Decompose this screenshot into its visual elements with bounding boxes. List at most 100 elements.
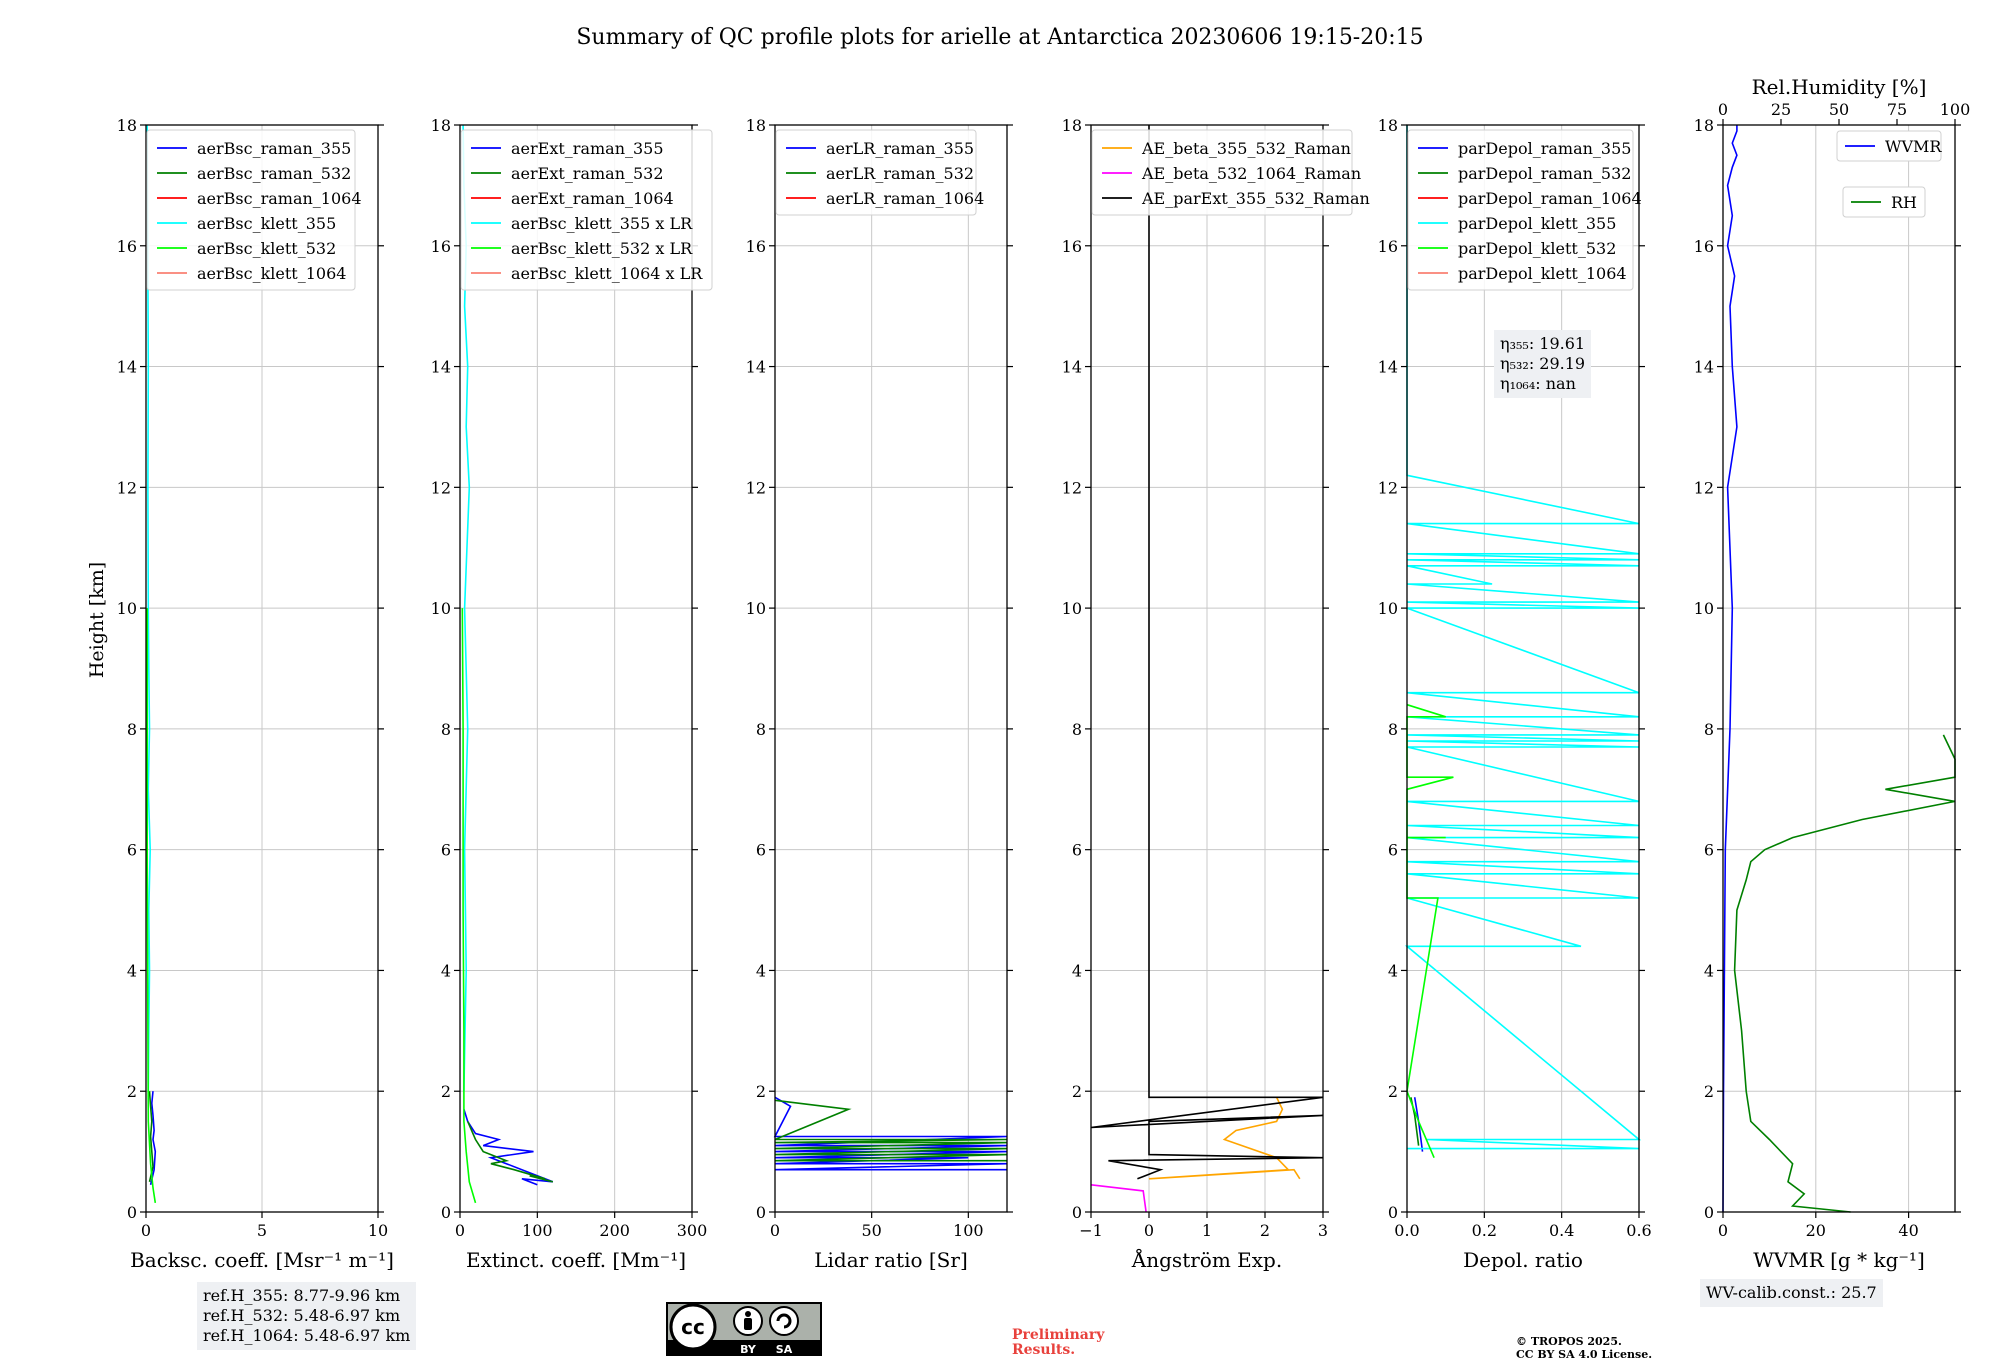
y-tick-label: 10 (1378, 599, 1398, 618)
y-tick-label: 6 (1704, 841, 1714, 860)
x-axis-label: Lidar ratio [Sr] (814, 1248, 968, 1272)
y-axis-label: Height [km] (86, 562, 108, 678)
x-tick-label: 3 (1318, 1221, 1328, 1240)
axes-frame (774, 124, 1008, 1213)
y-tick-label: 4 (127, 961, 137, 980)
y-tick-label: 0 (1388, 1203, 1398, 1222)
y-tick-label: 2 (1388, 1082, 1398, 1101)
y-tick-label: 2 (1072, 1082, 1082, 1101)
axes-frame (1722, 124, 1956, 1213)
preliminary-line-1: Preliminary (1012, 1327, 1105, 1343)
y-tick-label: 6 (127, 841, 137, 860)
top-x-tick-label: 100 (1940, 100, 1971, 119)
x-tick-label: 40 (1898, 1221, 1918, 1240)
x-tick-label: 0.2 (1472, 1221, 1497, 1240)
figure-title: Summary of QC profile plots for arielle … (576, 25, 1423, 50)
x-axis-label: Ångström Exp. (1131, 1247, 1282, 1272)
y-tick-label: 16 (746, 237, 766, 256)
series-line-aerBsc_klett_532 x LR (461, 608, 477, 1204)
y-tick-label: 2 (441, 1082, 451, 1101)
series-line-aerLR_raman_355 (773, 1096, 1008, 1171)
sa-icon-arrow (776, 1313, 792, 1329)
y-tick-label: 10 (431, 599, 451, 618)
y-tick-label: 10 (117, 599, 137, 618)
reference-height-box: ref.H_355: 8.77-9.96 km ref.H_532: 5.48-… (197, 1282, 417, 1350)
y-tick-label: 0 (441, 1203, 451, 1222)
legend-label: aerBsc_klett_532 x LR (511, 239, 693, 258)
x-tick-label: 50 (861, 1221, 881, 1240)
by-label: BY (740, 1343, 757, 1356)
y-tick-label: 12 (1694, 478, 1714, 497)
y-tick-label: 16 (117, 237, 137, 256)
series-line-AE_beta_355_532_Raman (1148, 1096, 1301, 1180)
axes-frame (459, 124, 693, 1213)
sa-share-alike-icon (769, 1306, 799, 1336)
y-tick-label: 8 (1388, 720, 1398, 739)
x-tick-label: 0.4 (1549, 1221, 1574, 1240)
y-tick-label: 14 (1694, 358, 1714, 377)
x-tick-label: −1 (1079, 1221, 1103, 1240)
top-x-tick-label: 50 (1829, 100, 1849, 119)
wv-calibration-box: WV-calib.const.: 25.7 (1700, 1279, 1883, 1307)
y-tick-label: 4 (441, 961, 451, 980)
y-tick-label: 12 (746, 478, 766, 497)
legend-label: aerBsc_raman_532 (197, 164, 351, 183)
legend-label: parDepol_raman_532 (1458, 164, 1631, 183)
series-line-parDepol_klett_355 (1404, 125, 1642, 1150)
series-line-aerBsc_klett_355 (146, 124, 152, 1092)
series-line-WVMR (1722, 125, 1738, 1213)
y-tick-label: 10 (1062, 599, 1082, 618)
y-tick-label: 4 (1072, 961, 1082, 980)
cc-by-sa-license-badge[interactable]: cc BY SA (666, 1302, 822, 1356)
legend-box (460, 129, 713, 291)
legend-label: aerBsc_raman_1064 (197, 189, 362, 208)
legend-box (1407, 129, 1634, 291)
y-tick-label: 14 (117, 358, 137, 377)
x-tick-label: 100 (522, 1221, 553, 1240)
y-tick-label: 0 (1704, 1203, 1714, 1222)
panel-bsc: 0 2 4 6 8 10 12 14 16 18 0 5 10 Backsc. coeff. [Msr⁻¹… (117, 116, 394, 1272)
series-line-aerBsc_raman_355 (149, 1091, 157, 1185)
y-tick-label: 12 (1062, 478, 1082, 497)
legend-box (1091, 129, 1353, 216)
x-tick-label: 0 (455, 1221, 465, 1240)
y-tick-label: 8 (756, 720, 766, 739)
y-tick-label: 0 (756, 1203, 766, 1222)
legend-RH: RH (1842, 186, 1926, 218)
y-tick-label: 14 (1378, 358, 1398, 377)
x-tick-label: 300 (677, 1221, 708, 1240)
legend-label: aerBsc_klett_1064 (197, 264, 346, 283)
copyright-line-1: © TROPOS 2025. (1516, 1335, 1622, 1348)
y-tick-label: 2 (756, 1082, 766, 1101)
preliminary-line-2: Results. (1012, 1342, 1076, 1358)
series-line-aerBsc_klett_532 (146, 608, 157, 1204)
legend-label: aerLR_raman_355 (826, 139, 974, 158)
eta-calibration-box: η₃₅₅: 19.61 η₅₃₂: 29.19 η₁₀₆₄: nan (1494, 330, 1592, 398)
legend-label: aerBsc_klett_1064 x LR (511, 264, 703, 283)
series-line-AE_beta_532_1064_Raman (1090, 1184, 1147, 1213)
y-tick-label: 12 (1378, 478, 1398, 497)
legend-label: parDepol_klett_355 (1458, 214, 1616, 233)
top-x-tick-label: 0 (1718, 100, 1728, 119)
x-tick-label: 2 (1260, 1221, 1270, 1240)
axes-frame (1406, 124, 1640, 1213)
y-tick-label: 12 (117, 478, 137, 497)
legend-label: RH (1891, 193, 1917, 212)
by-icon-body (744, 1318, 752, 1330)
legend-ae: AE_beta_355_532_Raman AE_beta_532_1064_Ra… (1091, 129, 1370, 216)
legend-label: aerExt_raman_1064 (511, 189, 674, 208)
x-tick-label: 0.0 (1394, 1221, 1419, 1240)
x-tick-label: 1 (1202, 1221, 1212, 1240)
series-line-parDepol_klett_532 (1406, 703, 1454, 1159)
x-tick-label: 100 (953, 1221, 984, 1240)
legend-label: parDepol_klett_1064 (1458, 264, 1627, 283)
series-line-aerBsc_raman_532 (148, 1091, 154, 1182)
y-tick-label: 6 (441, 841, 451, 860)
legend-label: parDepol_raman_1064 (1458, 189, 1642, 208)
y-tick-label: 16 (1062, 237, 1082, 256)
legend-label: AE_beta_355_532_Raman (1141, 139, 1351, 158)
x-tick-label: 0 (141, 1221, 151, 1240)
